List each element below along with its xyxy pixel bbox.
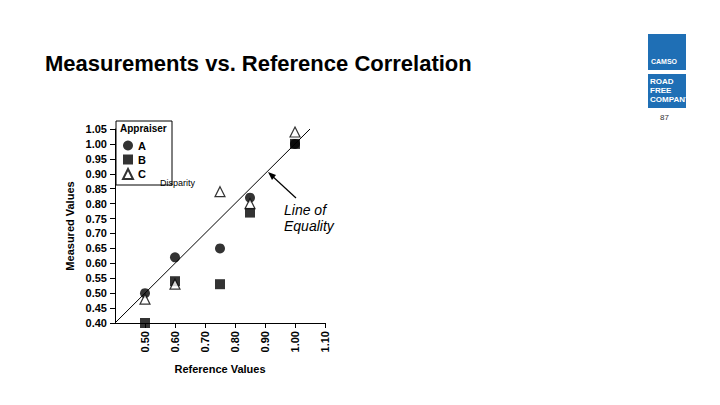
svg-text:Equality: Equality — [284, 218, 335, 234]
svg-text:0.60: 0.60 — [169, 331, 181, 352]
svg-text:COMPANY: COMPANY — [650, 95, 691, 104]
svg-text:0.80: 0.80 — [86, 198, 107, 210]
svg-text:1.00: 1.00 — [86, 138, 107, 150]
svg-text:0.95: 0.95 — [86, 153, 107, 165]
svg-text:ROAD: ROAD — [650, 77, 674, 86]
svg-text:0.80: 0.80 — [229, 331, 241, 352]
svg-text:Measurements vs. Reference Cor: Measurements vs. Reference Correlation — [45, 51, 472, 76]
svg-text:0.90: 0.90 — [259, 331, 271, 352]
svg-text:0.65: 0.65 — [86, 242, 107, 254]
svg-text:0.50: 0.50 — [139, 331, 151, 352]
svg-text:Line of: Line of — [284, 202, 328, 218]
svg-text:1.10: 1.10 — [319, 331, 331, 352]
svg-text:0.60: 0.60 — [86, 257, 107, 269]
svg-text:0.85: 0.85 — [86, 183, 107, 195]
svg-text:0.70: 0.70 — [86, 227, 107, 239]
svg-text:Appraiser: Appraiser — [120, 123, 167, 134]
svg-text:Reference Values: Reference Values — [174, 363, 265, 375]
svg-text:0.40: 0.40 — [86, 317, 107, 329]
svg-text:CAMSO: CAMSO — [651, 58, 678, 65]
svg-text:Measured Values: Measured Values — [64, 181, 76, 270]
svg-text:0.75: 0.75 — [86, 213, 107, 225]
svg-text:C: C — [138, 168, 146, 180]
svg-text:0.70: 0.70 — [199, 331, 211, 352]
svg-text:1.05: 1.05 — [86, 123, 107, 135]
svg-text:B: B — [138, 154, 146, 166]
svg-text:0.45: 0.45 — [86, 302, 107, 314]
svg-text:1.00: 1.00 — [289, 331, 301, 352]
svg-text:0.90: 0.90 — [86, 168, 107, 180]
svg-text:Disparity: Disparity — [160, 178, 196, 188]
svg-text:A: A — [138, 140, 146, 152]
svg-text:0.55: 0.55 — [86, 272, 107, 284]
svg-text:0.50: 0.50 — [86, 287, 107, 299]
svg-text:87: 87 — [660, 113, 669, 122]
svg-text:FREE: FREE — [650, 86, 672, 95]
